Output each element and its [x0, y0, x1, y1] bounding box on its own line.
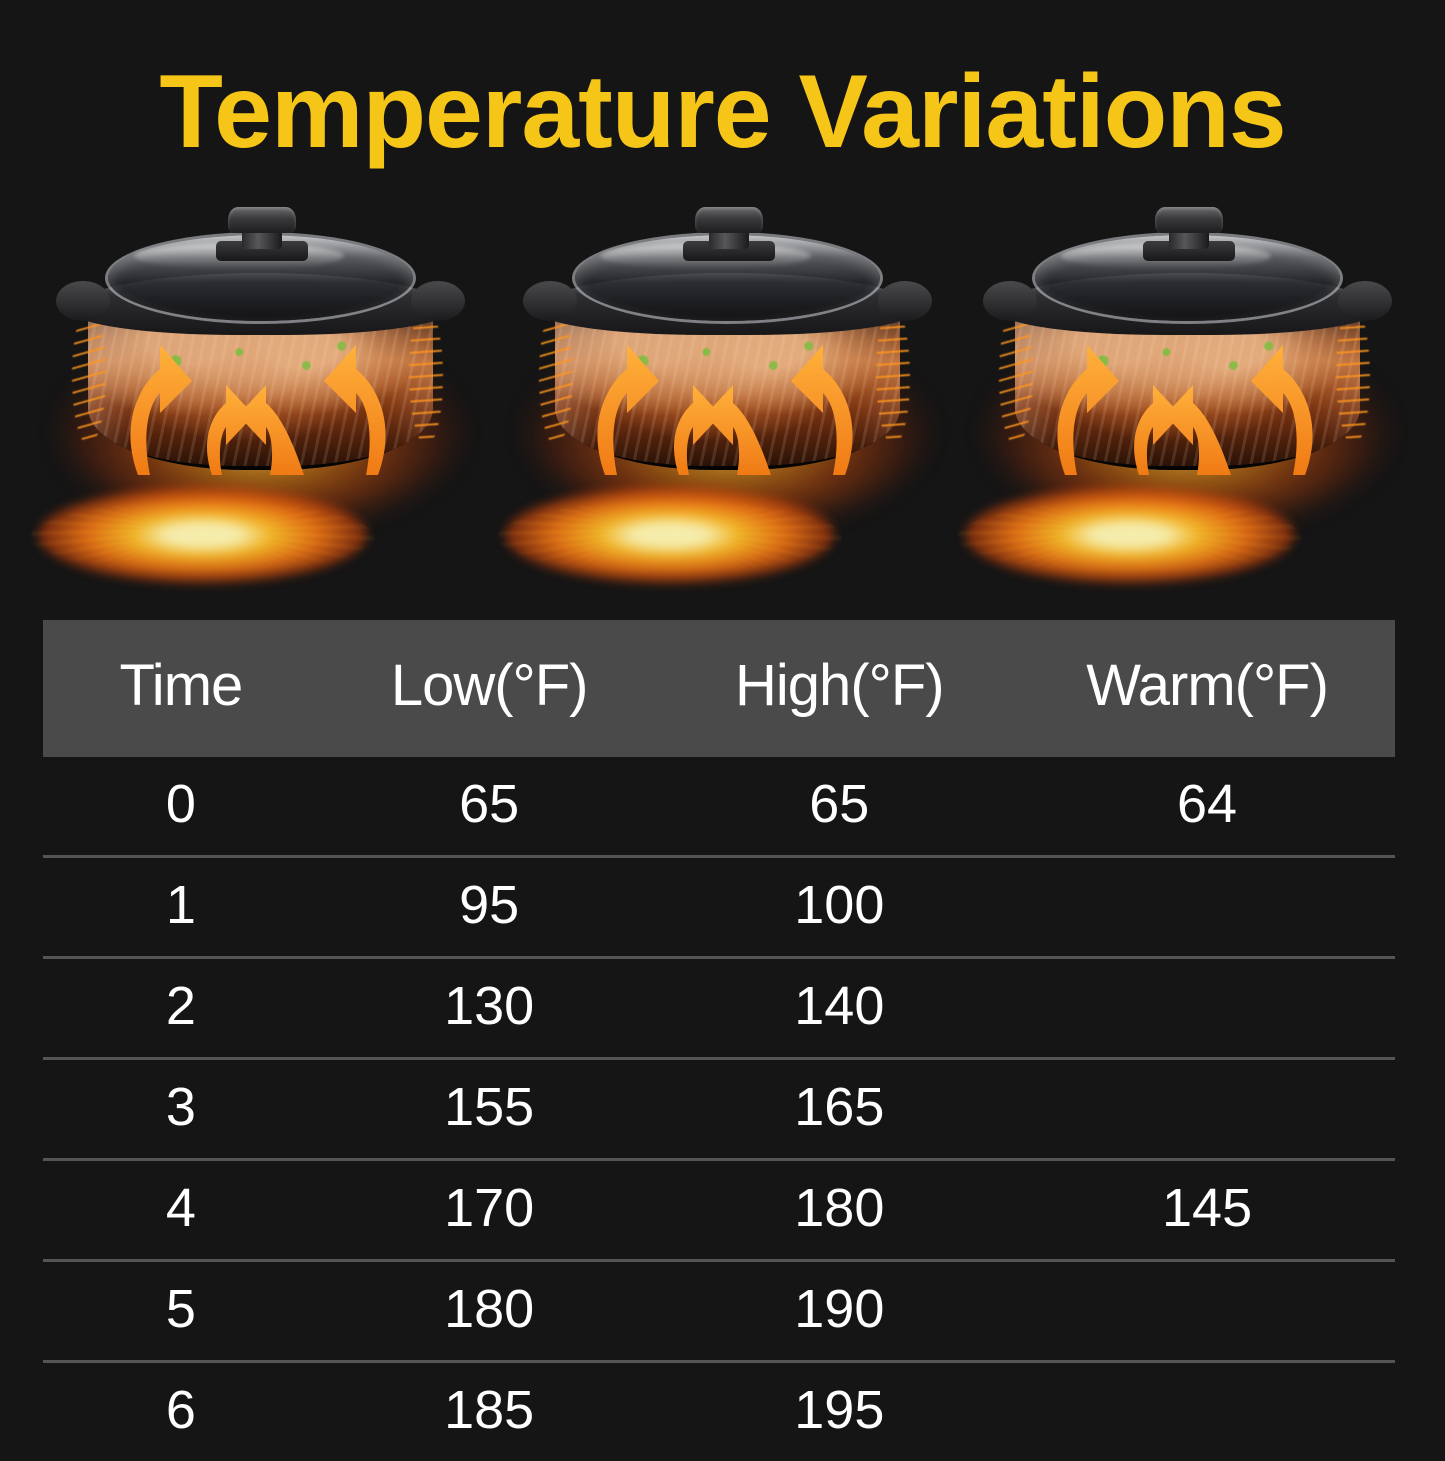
- cell-warm: [1019, 958, 1395, 1059]
- cell-time: 4: [43, 1160, 319, 1261]
- cell-time: 5: [43, 1261, 319, 1362]
- temperature-table-wrapper: Time Low(°F) High(°F) Warm(°F) 0 65 65 6…: [43, 620, 1395, 1461]
- cell-high: 195: [660, 1362, 1020, 1461]
- fire-ring-icon: [505, 487, 834, 583]
- heat-circulation-arrows-icon: [575, 335, 875, 480]
- fire-ring-icon: [38, 487, 367, 583]
- cell-low: 170: [319, 1160, 660, 1261]
- cell-warm: [1019, 857, 1395, 958]
- table-row: 3 155 165: [43, 1059, 1395, 1160]
- table-body: 0 65 65 64 1 95 100 2 130 140 3 155 165: [43, 757, 1395, 1461]
- cell-warm: [1019, 1261, 1395, 1362]
- cell-time: 1: [43, 857, 319, 958]
- cell-low: 180: [319, 1261, 660, 1362]
- table-row: 1 95 100: [43, 857, 1395, 958]
- cell-high: 65: [660, 757, 1020, 857]
- slow-cooker-image-1: [30, 195, 485, 565]
- lid-knob-icon: [695, 207, 763, 233]
- cell-high: 165: [660, 1059, 1020, 1160]
- slow-cooker-image-2: [497, 195, 952, 565]
- heat-circulation-arrows-icon: [108, 335, 408, 480]
- lid-knob-icon: [1155, 207, 1223, 233]
- table-row: 6 185 195: [43, 1362, 1395, 1461]
- cell-low: 185: [319, 1362, 660, 1461]
- column-header-time: Time: [43, 620, 319, 757]
- cell-high: 100: [660, 857, 1020, 958]
- cell-time: 2: [43, 958, 319, 1059]
- table-row: 4 170 180 145: [43, 1160, 1395, 1261]
- column-header-high: High(°F): [660, 620, 1020, 757]
- cell-time: 6: [43, 1362, 319, 1461]
- cell-high: 180: [660, 1160, 1020, 1261]
- slow-cooker-image-3: [957, 195, 1412, 565]
- fire-ring-icon: [965, 487, 1294, 583]
- cell-warm: [1019, 1362, 1395, 1461]
- cell-time: 3: [43, 1059, 319, 1160]
- column-header-low: Low(°F): [319, 620, 660, 757]
- product-image-row: [0, 195, 1445, 585]
- cell-low: 95: [319, 857, 660, 958]
- table-header: Time Low(°F) High(°F) Warm(°F): [43, 620, 1395, 757]
- cell-warm: 145: [1019, 1160, 1395, 1261]
- table-row: 0 65 65 64: [43, 757, 1395, 857]
- cell-high: 190: [660, 1261, 1020, 1362]
- cell-low: 155: [319, 1059, 660, 1160]
- table-row: 5 180 190: [43, 1261, 1395, 1362]
- page-title: Temperature Variations: [0, 58, 1445, 167]
- cell-warm: 64: [1019, 757, 1395, 857]
- cell-low: 130: [319, 958, 660, 1059]
- cell-high: 140: [660, 958, 1020, 1059]
- lid-knob-icon: [228, 207, 296, 233]
- table-header-row: Time Low(°F) High(°F) Warm(°F): [43, 620, 1395, 757]
- temperature-table: Time Low(°F) High(°F) Warm(°F) 0 65 65 6…: [43, 620, 1395, 1461]
- cell-warm: [1019, 1059, 1395, 1160]
- heat-circulation-arrows-icon: [1035, 335, 1335, 480]
- table-row: 2 130 140: [43, 958, 1395, 1059]
- cell-low: 65: [319, 757, 660, 857]
- column-header-warm: Warm(°F): [1019, 620, 1395, 757]
- cell-time: 0: [43, 757, 319, 857]
